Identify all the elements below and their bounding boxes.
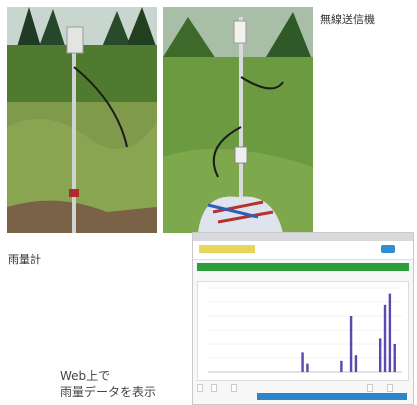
rain-gauge-photo	[7, 7, 157, 233]
footer-button-3[interactable]	[231, 384, 237, 392]
chart-bar	[301, 352, 304, 372]
chart-bar	[383, 304, 387, 372]
web-app-screenshot	[192, 232, 414, 405]
station-bar	[197, 263, 409, 271]
footer-button-5[interactable]	[387, 384, 393, 392]
chart-bar	[393, 344, 396, 372]
chart-bar	[354, 355, 358, 372]
footer-button-4[interactable]	[367, 384, 373, 392]
chart-bar	[306, 363, 309, 372]
transmitter-caption: 無線送信機	[320, 13, 375, 26]
footer-button-2[interactable]	[211, 384, 217, 392]
browser-top-bar	[193, 233, 413, 241]
footer-button-1[interactable]	[197, 384, 203, 392]
app-footer	[197, 384, 409, 402]
web-caption-line1: Web上で	[60, 369, 111, 383]
app-logo	[199, 245, 255, 253]
date-range-bar	[197, 273, 409, 279]
rainfall-chart	[197, 281, 409, 381]
chart-bar	[340, 360, 343, 372]
rain-gauge-caption: 雨量計	[8, 253, 41, 266]
chart-bar	[388, 293, 392, 372]
chart-bar	[349, 316, 353, 372]
footer-blue-bar	[257, 393, 407, 400]
header-button[interactable]	[381, 245, 395, 253]
chart-bar	[378, 338, 382, 372]
app-header	[193, 241, 413, 260]
wireless-transmitter-photo	[163, 7, 313, 233]
web-caption-line2: 雨量データを表示	[60, 385, 157, 399]
